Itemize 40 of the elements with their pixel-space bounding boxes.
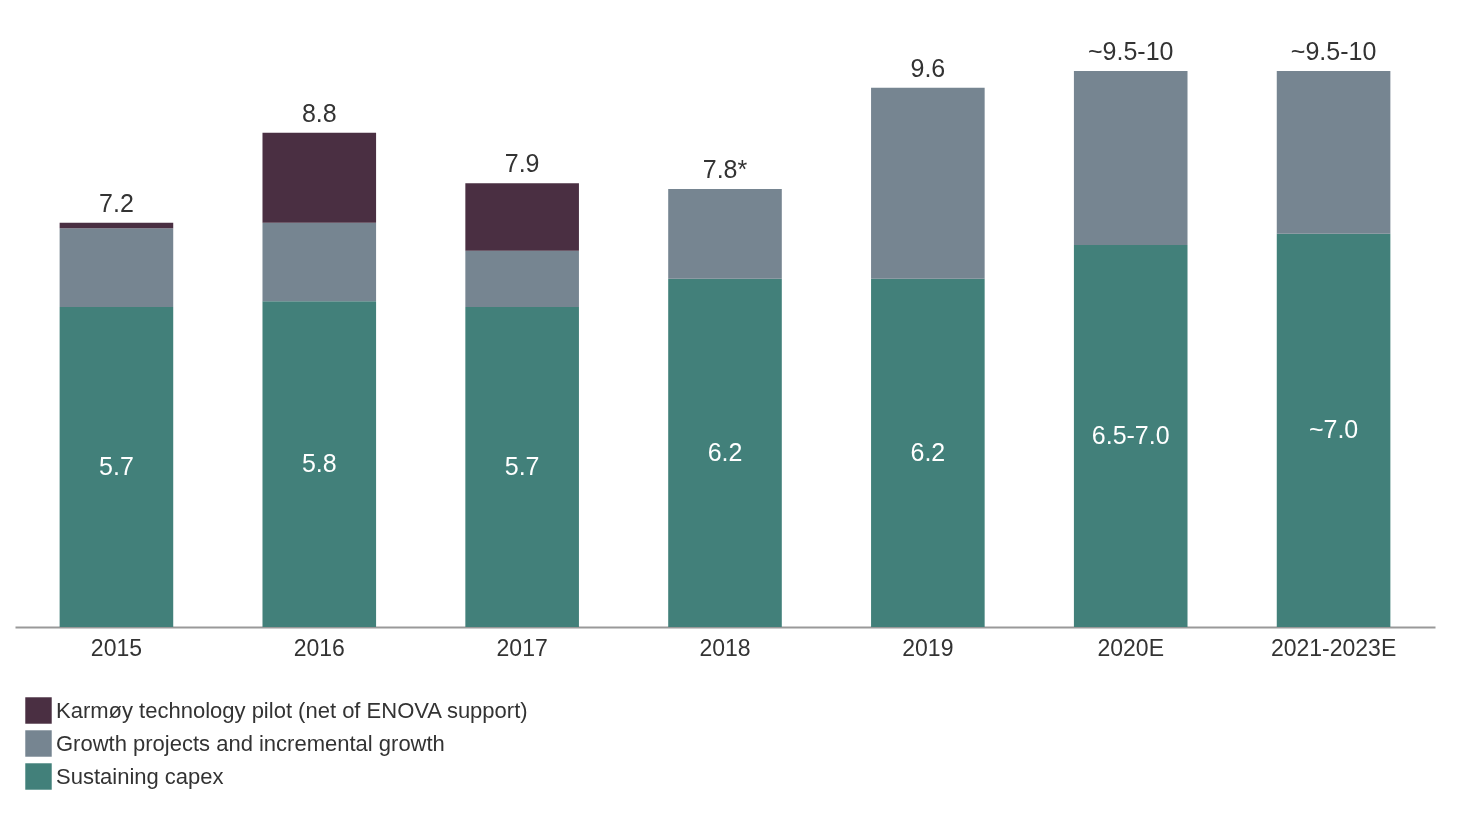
data-label: 5.8 (301, 449, 337, 478)
total-label: 7.9 (504, 149, 540, 178)
data-label: 6.2 (707, 437, 743, 466)
total-label: ~9.5-10 (1290, 37, 1377, 65)
legend-label: Karmøy technology pilot (net of ENOVA support) (56, 697, 528, 723)
x-tick-label: 2019 (902, 634, 954, 661)
x-tick-label: 2015 (90, 634, 143, 661)
total-label: 7.2 (99, 188, 134, 217)
data-label: 5.7 (99, 451, 134, 480)
bar (1276, 233, 1391, 627)
data-label: 5.7 (504, 451, 540, 480)
bar (668, 278, 782, 627)
x-tick-label: 2017 (496, 634, 548, 661)
bar (1073, 245, 1188, 627)
bar (465, 250, 579, 307)
x-tick-label: 2016 (293, 634, 345, 661)
x-tick-label: 2018 (699, 634, 751, 661)
bar (871, 87, 985, 279)
bar (262, 222, 377, 302)
bar (262, 301, 377, 627)
x-tick-label: 2021-2023E (1270, 634, 1397, 661)
bar (1073, 71, 1188, 246)
x-tick-label: 2020E (1097, 634, 1164, 661)
bar (59, 228, 174, 307)
total-label: 8.8 (301, 98, 337, 127)
total-label: 7.8* (702, 154, 748, 183)
total-label: 9.6 (910, 53, 946, 82)
data-label: ~7.0 (1308, 415, 1359, 444)
bar (59, 306, 174, 627)
total-label: ~9.5-10 (1087, 37, 1174, 65)
bar (1276, 71, 1391, 234)
bar (668, 188, 782, 279)
legend-label: Growth projects and incremental growth (56, 730, 445, 756)
legend-label: Sustaining capex (56, 763, 224, 789)
bar (465, 306, 579, 627)
data-label: 6.5-7.0 (1091, 421, 1170, 450)
bar (262, 132, 377, 223)
bar (465, 183, 579, 251)
bar (871, 278, 985, 627)
data-label: 6.2 (910, 437, 946, 466)
